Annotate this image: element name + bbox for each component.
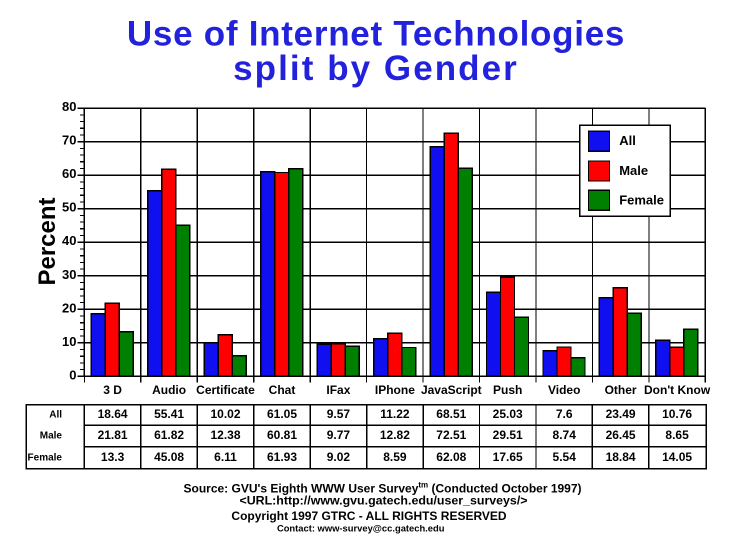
svg-text:18.84: 18.84 [606,450,636,464]
svg-text:18.64: 18.64 [98,407,128,421]
svg-text:61.05: 61.05 [267,407,297,421]
svg-text:30: 30 [62,267,76,282]
svg-text:9.77: 9.77 [327,428,351,442]
svg-text:8.59: 8.59 [383,450,407,464]
svg-text:IFax: IFax [326,383,350,397]
svg-text:14.05: 14.05 [662,450,692,464]
svg-text:25.03: 25.03 [493,407,523,421]
svg-text:23.49: 23.49 [606,407,636,421]
svg-text:Female: Female [619,192,664,207]
svg-text:Push: Push [493,383,522,397]
svg-text:7.6: 7.6 [556,407,573,421]
svg-text:3 D: 3 D [103,383,122,397]
svg-text:JavaScript: JavaScript [421,383,482,397]
svg-text:10.02: 10.02 [210,407,240,421]
svg-text:Male: Male [619,163,648,178]
svg-text:9.02: 9.02 [327,450,351,464]
svg-text:split by Gender: split by Gender [233,49,519,88]
svg-text:55.41: 55.41 [154,407,184,421]
svg-text:40: 40 [62,233,76,248]
svg-text:12.82: 12.82 [380,428,410,442]
svg-text:Certificate: Certificate [196,383,255,397]
svg-text:13.3: 13.3 [101,450,125,464]
svg-text:IPhone: IPhone [375,383,415,397]
svg-text:Video: Video [548,383,580,397]
svg-text:45.08: 45.08 [154,450,184,464]
svg-text:50: 50 [62,200,76,215]
svg-text:Use of Internet Technologies: Use of Internet Technologies [127,15,625,54]
svg-text:70: 70 [62,133,76,148]
svg-text:11.22: 11.22 [380,407,410,421]
svg-text:12.38: 12.38 [210,428,240,442]
svg-text:62.08: 62.08 [436,450,466,464]
svg-text:8.65: 8.65 [665,428,689,442]
svg-text:All: All [619,133,636,148]
svg-text:Other: Other [605,383,637,397]
svg-text:5.54: 5.54 [553,450,577,464]
svg-text:9.57: 9.57 [327,407,351,421]
svg-text:Male: Male [40,431,63,442]
svg-text:Source: GVU's Eighth WWW User: Source: GVU's Eighth WWW User Surveytm (… [183,481,581,496]
svg-text:0: 0 [69,367,76,382]
svg-text:29.51: 29.51 [493,428,523,442]
svg-text:Audio: Audio [152,383,186,397]
svg-text:61.82: 61.82 [154,428,184,442]
svg-text:<URL:http://www.gvu.gatech.edu: <URL:http://www.gvu.gatech.edu/user_surv… [239,494,527,508]
svg-text:10: 10 [62,334,76,349]
svg-text:8.74: 8.74 [553,428,577,442]
svg-text:17.65: 17.65 [493,450,523,464]
svg-text:60.81: 60.81 [267,428,297,442]
svg-text:All: All [49,410,62,421]
svg-text:72.51: 72.51 [436,428,466,442]
svg-text:20: 20 [62,300,76,315]
svg-text:21.81: 21.81 [98,428,128,442]
svg-text:Contact: www-survey@cc.gatech.: Contact: www-survey@cc.gatech.edu [277,522,445,533]
svg-text:Percent: Percent [34,197,61,285]
svg-text:Female: Female [28,452,63,463]
svg-text:Chat: Chat [269,383,296,397]
svg-text:Don't Know: Don't Know [644,383,711,397]
svg-text:26.45: 26.45 [606,428,636,442]
svg-text:10.76: 10.76 [662,407,692,421]
svg-text:6.11: 6.11 [214,450,237,464]
svg-text:68.51: 68.51 [436,407,466,421]
svg-text:Copyright 1997 GTRC - ALL RIGH: Copyright 1997 GTRC - ALL RIGHTS RESERVE… [231,509,506,523]
svg-text:60: 60 [62,166,76,181]
svg-text:61.93: 61.93 [267,450,297,464]
svg-text:80: 80 [62,99,76,114]
